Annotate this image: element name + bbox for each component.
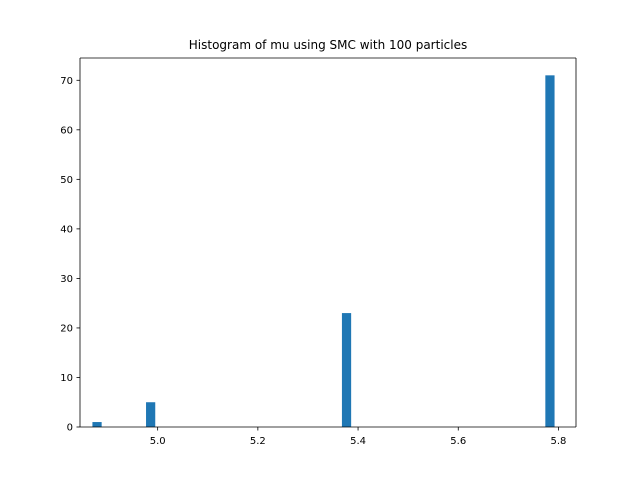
x-tick-label-1: 5.2: [250, 436, 266, 447]
y-tick-label-3: 30: [60, 274, 73, 285]
x-tick-label-4: 5.8: [551, 436, 567, 447]
histogram-bar-1: [146, 402, 156, 427]
y-tick-label-5: 50: [60, 175, 73, 186]
histogram-bar-2: [341, 313, 352, 427]
x-tick-label-0: 5.0: [150, 436, 166, 447]
y-axis: 0 10 20 30 40 50 60 70: [60, 76, 80, 434]
histogram-bars: [92, 75, 555, 427]
x-tick-label-3: 5.6: [450, 436, 466, 447]
histogram-bar-3: [545, 75, 555, 427]
y-tick-label-4: 40: [60, 224, 73, 235]
chart-title: Histogram of mu using SMC with 100 parti…: [189, 38, 467, 52]
histogram-bar-0: [92, 422, 102, 427]
y-tick-label-6: 60: [60, 125, 73, 136]
x-axis: 5.0 5.2 5.4 5.6 5.8: [150, 427, 567, 447]
x-tick-label-2: 5.4: [350, 436, 366, 447]
y-tick-label-7: 70: [60, 76, 73, 87]
y-tick-label-0: 0: [67, 423, 73, 434]
y-tick-label-1: 10: [60, 373, 73, 384]
y-tick-label-2: 20: [60, 323, 73, 334]
